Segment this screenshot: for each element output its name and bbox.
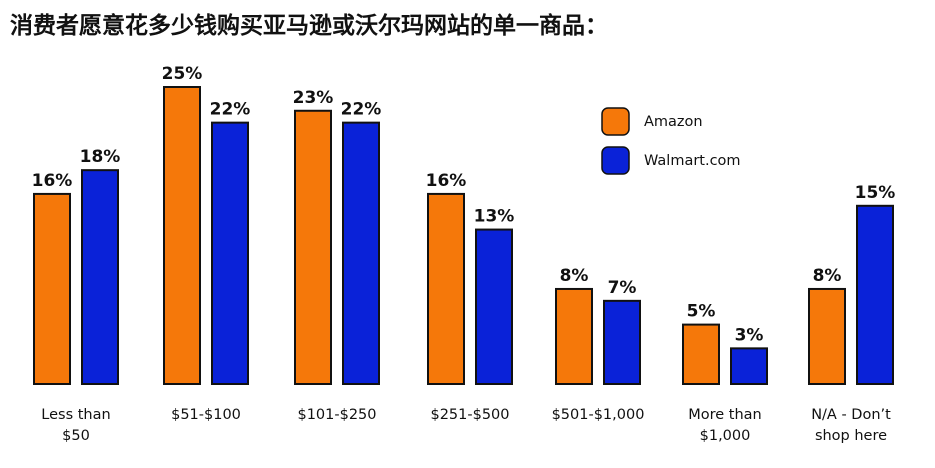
- data-label: 3%: [735, 325, 764, 345]
- category-label: N/A - Don’t: [811, 407, 891, 423]
- data-label: 23%: [293, 88, 334, 108]
- data-label: 25%: [162, 64, 203, 84]
- data-label: 8%: [560, 266, 589, 286]
- category-label: $1,000: [700, 428, 751, 444]
- data-label: 5%: [687, 302, 716, 322]
- bar-walmartcom-6: [856, 204, 894, 385]
- data-label: 15%: [855, 183, 896, 203]
- category-label: $51-$100: [171, 407, 241, 423]
- bar-walmartcom-0: [81, 169, 119, 385]
- bar-walmartcom-2: [342, 121, 380, 385]
- category-label: $501-$1,000: [552, 407, 645, 423]
- bar-amazon-5: [682, 323, 720, 386]
- data-label: 7%: [608, 278, 637, 298]
- bar-amazon-6: [808, 287, 846, 385]
- bar-amazon-2: [294, 109, 332, 385]
- category-label: $50: [62, 428, 90, 444]
- bar-walmartcom-4: [603, 299, 641, 385]
- bar-amazon-1: [163, 86, 201, 385]
- category-label: shop here: [815, 428, 887, 444]
- bar-amazon-3: [427, 192, 465, 385]
- data-label: 8%: [813, 266, 842, 286]
- data-label: 16%: [426, 171, 467, 191]
- data-label: 16%: [32, 171, 73, 191]
- category-label: More than: [688, 407, 762, 423]
- legend-label: Walmart.com: [644, 153, 741, 169]
- legend-swatch: [601, 107, 630, 136]
- data-label: 13%: [474, 207, 515, 227]
- bar-walmartcom-5: [730, 347, 768, 385]
- bar-walmartcom-3: [475, 228, 513, 385]
- category-label: $251-$500: [430, 407, 509, 423]
- bar-amazon-4: [555, 287, 593, 385]
- data-label: 18%: [80, 147, 121, 167]
- category-label: $101-$250: [297, 407, 376, 423]
- bar-walmartcom-1: [211, 121, 249, 385]
- data-label: 22%: [341, 100, 382, 120]
- chart-title: 消费者愿意花多少钱购买亚马逊或沃尔玛网站的单一商品：: [10, 13, 608, 39]
- category-label: Less than: [41, 407, 110, 423]
- bar-amazon-0: [33, 192, 71, 385]
- legend-label: Amazon: [644, 114, 703, 130]
- data-label: 22%: [210, 100, 251, 120]
- legend-swatch: [601, 146, 630, 175]
